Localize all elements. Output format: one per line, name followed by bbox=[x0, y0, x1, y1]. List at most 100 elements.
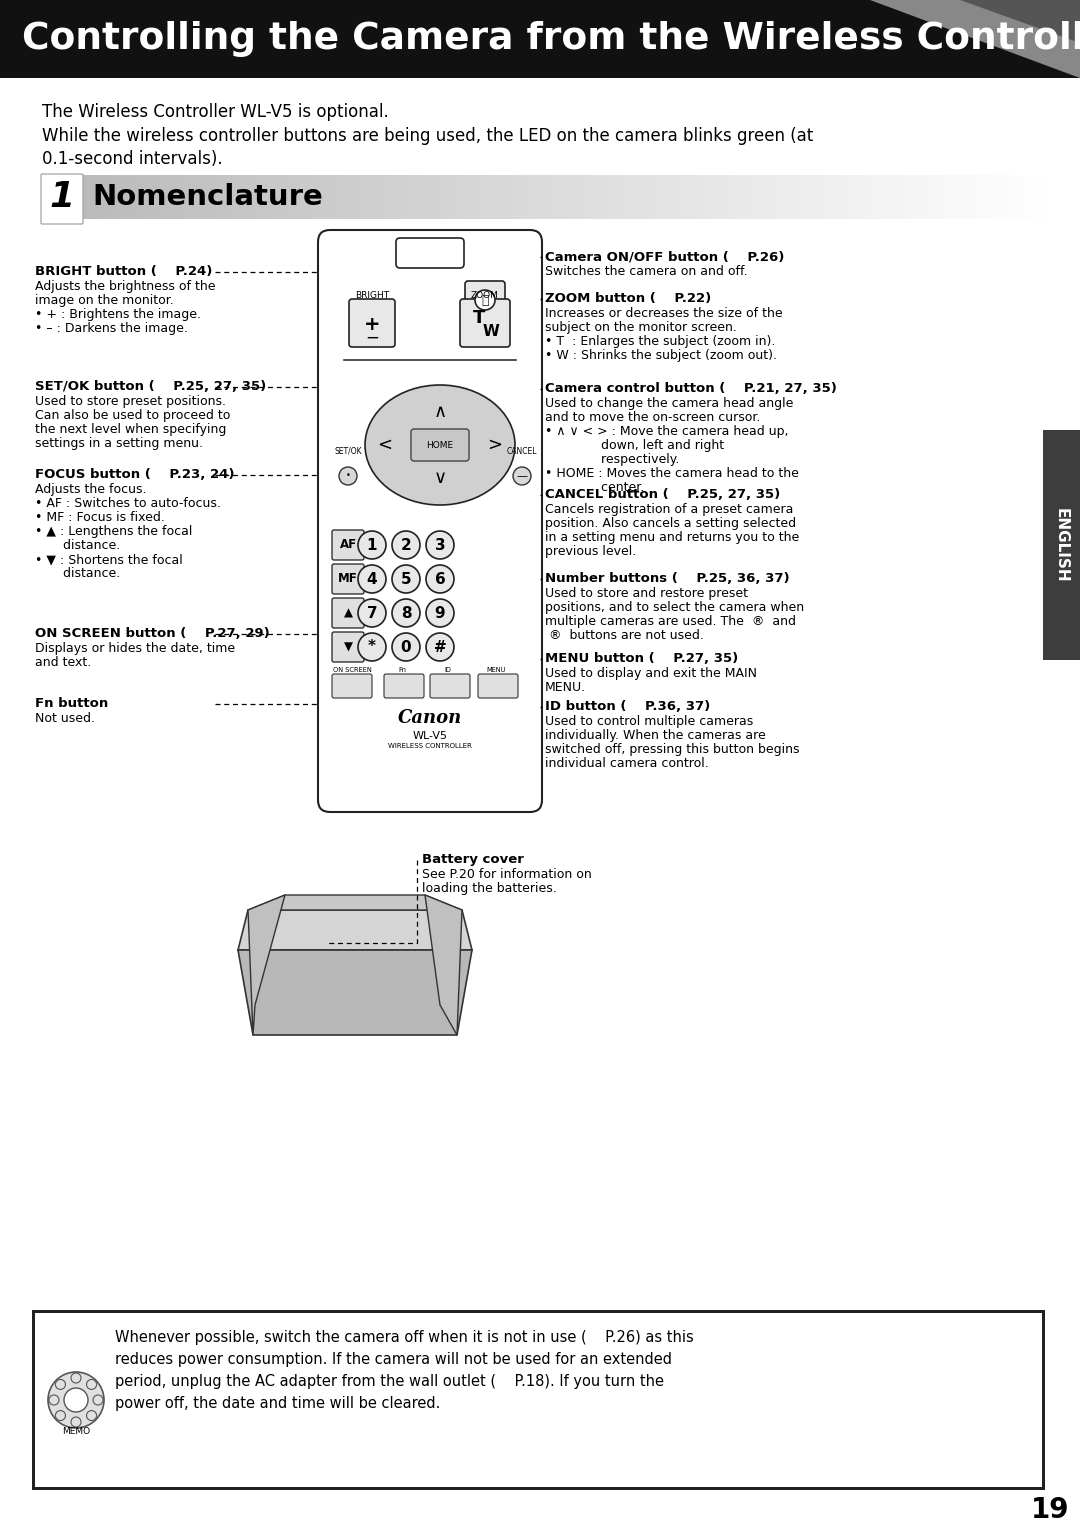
Bar bbox=[178, 174, 185, 219]
Bar bbox=[512, 174, 517, 219]
Bar bbox=[658, 174, 664, 219]
Bar bbox=[552, 174, 558, 219]
Bar bbox=[345, 174, 351, 219]
Text: Adjusts the focus.: Adjusts the focus. bbox=[35, 483, 147, 495]
Bar bbox=[254, 174, 260, 219]
Bar bbox=[436, 174, 442, 219]
Polygon shape bbox=[238, 910, 472, 950]
Bar bbox=[426, 174, 432, 219]
FancyBboxPatch shape bbox=[430, 674, 470, 699]
Bar bbox=[612, 174, 619, 219]
Bar bbox=[476, 174, 483, 219]
Bar bbox=[1043, 430, 1080, 661]
Text: WL-V5: WL-V5 bbox=[413, 731, 447, 742]
Bar bbox=[895, 174, 902, 219]
Text: T: T bbox=[473, 309, 485, 327]
Text: ENGLISH: ENGLISH bbox=[1053, 508, 1068, 583]
Bar bbox=[1031, 174, 1038, 219]
Bar bbox=[693, 174, 700, 219]
Bar bbox=[52, 174, 58, 219]
Bar bbox=[754, 174, 760, 219]
Bar bbox=[391, 174, 396, 219]
Bar bbox=[249, 174, 255, 219]
Text: Whenever possible, switch the camera off when it is not in use (    P.26) as thi: Whenever possible, switch the camera off… bbox=[114, 1330, 693, 1346]
Bar bbox=[880, 174, 887, 219]
FancyBboxPatch shape bbox=[41, 174, 83, 225]
Bar bbox=[486, 174, 492, 219]
Text: respectively.: respectively. bbox=[545, 453, 679, 466]
Bar bbox=[143, 174, 149, 219]
Text: MF: MF bbox=[338, 572, 357, 586]
Text: Number buttons (    P.25, 36, 37): Number buttons ( P.25, 36, 37) bbox=[545, 572, 789, 586]
Text: Used to change the camera head angle: Used to change the camera head angle bbox=[545, 398, 794, 410]
FancyBboxPatch shape bbox=[411, 430, 469, 462]
Bar bbox=[376, 174, 381, 219]
Bar bbox=[729, 174, 734, 219]
Bar bbox=[531, 174, 538, 219]
Bar bbox=[1016, 174, 1023, 219]
Bar bbox=[72, 174, 79, 219]
Bar bbox=[97, 174, 104, 219]
Bar bbox=[320, 174, 326, 219]
Bar bbox=[184, 174, 189, 219]
Text: 0: 0 bbox=[401, 639, 411, 654]
Bar bbox=[32, 1310, 1045, 1489]
Text: SET/OK button (    P.25, 27, 35): SET/OK button ( P.25, 27, 35) bbox=[35, 381, 267, 393]
Text: *: * bbox=[368, 639, 376, 654]
Circle shape bbox=[93, 1394, 103, 1405]
Circle shape bbox=[426, 566, 454, 593]
Text: Canon: Canon bbox=[397, 709, 462, 726]
Text: See P.20 for information on: See P.20 for information on bbox=[422, 868, 592, 881]
Text: Controlling the Camera from the Wireless Controller: Controlling the Camera from the Wireless… bbox=[22, 21, 1080, 57]
Bar bbox=[188, 174, 194, 219]
FancyBboxPatch shape bbox=[465, 281, 505, 320]
Bar bbox=[946, 174, 951, 219]
Bar bbox=[299, 174, 306, 219]
Text: distance.: distance. bbox=[35, 540, 120, 552]
Bar bbox=[537, 174, 543, 219]
Bar bbox=[890, 174, 896, 219]
Bar bbox=[774, 174, 780, 219]
Text: #: # bbox=[434, 639, 446, 654]
Text: positions, and to select the camera when: positions, and to select the camera when bbox=[545, 601, 805, 615]
Text: subject on the monitor screen.: subject on the monitor screen. bbox=[545, 321, 737, 333]
Text: ON SCREEN button (    P.27, 29): ON SCREEN button ( P.27, 29) bbox=[35, 627, 270, 641]
Bar bbox=[733, 174, 740, 219]
Bar bbox=[708, 174, 715, 219]
Bar bbox=[855, 174, 861, 219]
Circle shape bbox=[357, 531, 386, 560]
Bar bbox=[461, 174, 468, 219]
Bar bbox=[127, 174, 134, 219]
Bar bbox=[870, 174, 876, 219]
Circle shape bbox=[392, 566, 420, 593]
Text: • AF : Switches to auto-focus.: • AF : Switches to auto-focus. bbox=[35, 497, 221, 511]
Bar bbox=[325, 174, 330, 219]
Bar bbox=[951, 174, 957, 219]
Text: ID button (    P.36, 37): ID button ( P.36, 37) bbox=[545, 700, 711, 713]
Circle shape bbox=[357, 566, 386, 593]
Bar bbox=[982, 174, 987, 219]
Bar bbox=[295, 174, 300, 219]
Text: 1: 1 bbox=[367, 538, 377, 552]
Bar bbox=[239, 174, 245, 219]
Circle shape bbox=[49, 1394, 59, 1405]
Text: Camera control button (    P.21, 27, 35): Camera control button ( P.21, 27, 35) bbox=[545, 382, 837, 394]
Text: 19: 19 bbox=[1030, 1495, 1069, 1524]
Text: position. Also cancels a setting selected: position. Also cancels a setting selecte… bbox=[545, 517, 796, 531]
FancyBboxPatch shape bbox=[478, 674, 518, 699]
Text: ∨: ∨ bbox=[433, 469, 446, 488]
Bar bbox=[688, 174, 694, 219]
Bar bbox=[1042, 174, 1048, 219]
Bar bbox=[669, 174, 674, 219]
Bar bbox=[603, 174, 609, 219]
Bar bbox=[684, 174, 689, 219]
Bar bbox=[57, 174, 64, 219]
Text: • W : Shrinks the subject (zoom out).: • W : Shrinks the subject (zoom out). bbox=[545, 349, 777, 362]
Text: • MF : Focus is fixed.: • MF : Focus is fixed. bbox=[35, 511, 165, 524]
Circle shape bbox=[392, 531, 420, 560]
Bar bbox=[401, 174, 406, 219]
Bar bbox=[78, 174, 83, 219]
Circle shape bbox=[339, 466, 357, 485]
Bar bbox=[805, 174, 811, 219]
Bar bbox=[67, 174, 73, 219]
